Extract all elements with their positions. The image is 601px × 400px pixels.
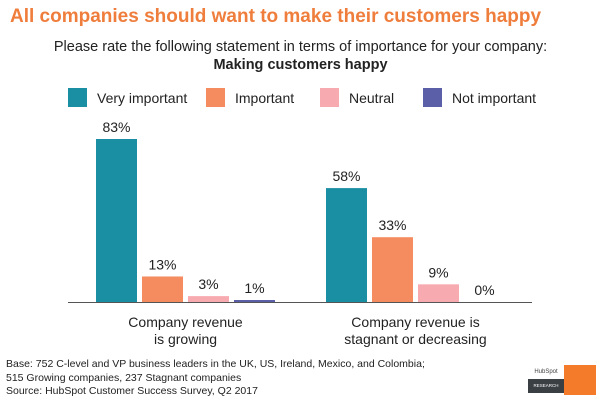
bar-important — [142, 276, 183, 302]
category-label: stagnant or decreasing — [344, 331, 486, 347]
legend-swatch — [423, 88, 442, 107]
legend-item-very-important: Very important — [68, 88, 187, 107]
legend-item-neutral: Neutral — [320, 88, 394, 107]
legend-label: Important — [235, 89, 295, 106]
legend-item-important: Important — [206, 88, 294, 107]
bar-neutral — [418, 284, 459, 302]
data-label: 0% — [474, 282, 494, 298]
bar-very-important — [96, 139, 137, 302]
chart-title: All companies should want to make their … — [10, 6, 542, 27]
category-label: Company revenue is — [351, 314, 479, 330]
footer-notes: Base: 752 C-level and VP business leader… — [6, 358, 425, 399]
legend-label: Very important — [97, 89, 188, 106]
data-label: 58% — [332, 168, 360, 184]
data-label: 1% — [244, 280, 264, 296]
category-label: is growing — [154, 331, 217, 347]
chart-subtitle: Please rate the following statement in t… — [53, 39, 548, 55]
legend-item-not-important: Not important — [423, 88, 536, 107]
bar-neutral — [188, 296, 229, 302]
footer-counts: 515 Growing companies, 237 Stagnant comp… — [6, 371, 242, 384]
footer-source: Source: HubSpot Customer Success Survey,… — [6, 385, 258, 397]
bar-important — [372, 237, 413, 302]
legend-label: Neutral — [349, 89, 395, 106]
data-label: 3% — [198, 276, 218, 292]
legend-swatch — [206, 88, 225, 107]
bar-not-important — [234, 300, 275, 302]
legend-label: Not important — [452, 89, 537, 106]
bar-very-important — [326, 188, 367, 302]
legend-swatch — [320, 88, 339, 107]
data-label: 83% — [102, 119, 130, 135]
category-label: Company revenue — [128, 314, 243, 330]
chart-question: Making customers happy — [213, 57, 388, 73]
data-label: 13% — [148, 256, 176, 272]
footer-base: Base: 752 C-level and VP business leader… — [6, 358, 425, 370]
hubspot-research-logo: HubSpot RESEARCH — [528, 365, 598, 395]
legend-swatch — [68, 88, 87, 107]
data-label: 33% — [378, 217, 406, 233]
data-label: 9% — [428, 264, 448, 280]
